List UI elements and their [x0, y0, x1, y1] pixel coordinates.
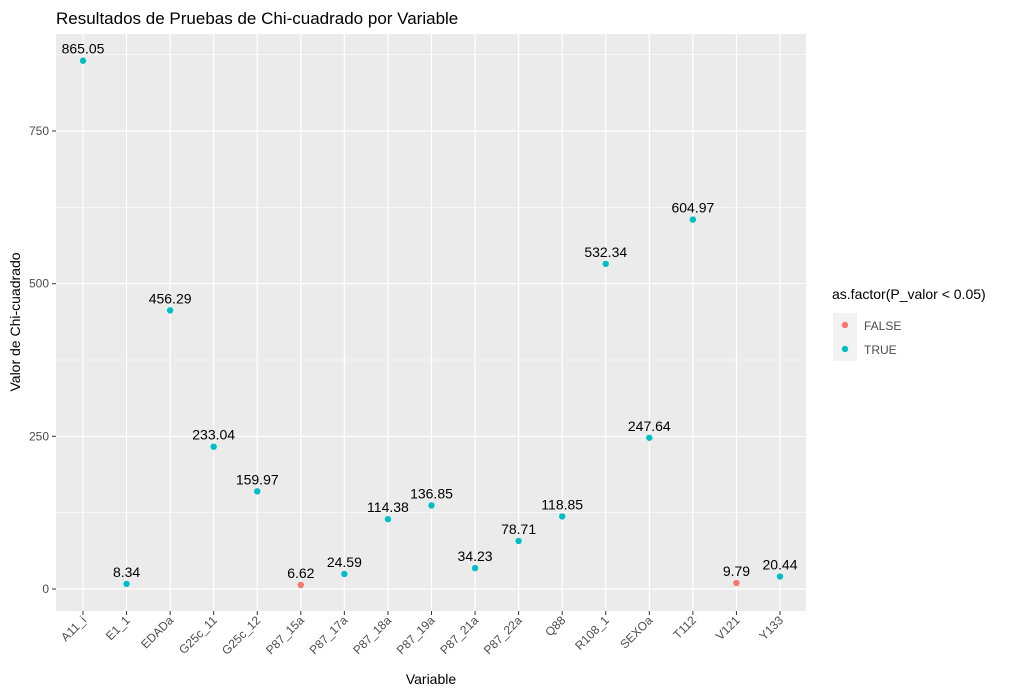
legend-label: FALSE [864, 319, 901, 333]
data-point [471, 564, 479, 572]
x-tick-label: Y133 [756, 613, 786, 643]
data-point [79, 57, 87, 64]
data-point [428, 502, 435, 509]
data-point [733, 579, 740, 587]
y-axis: 0 250 500 750 [29, 124, 56, 596]
x-tick-label: A11_i [58, 613, 89, 644]
data-label: 118.85 [541, 496, 583, 512]
data-label: 24.59 [327, 554, 362, 570]
x-tick-label: P87_19a [394, 613, 438, 657]
data-label: 159.97 [236, 471, 279, 487]
data-point [166, 307, 174, 314]
x-tick-label: SEXOa [617, 613, 655, 651]
x-tick-label: P87_17a [307, 613, 351, 657]
x-tick-label: G25c_11 [176, 613, 220, 657]
legend: as.factor(P_valor < 0.05) FALSE TRUE [832, 286, 986, 361]
y-tick-label: 750 [29, 124, 49, 138]
data-point [384, 515, 392, 523]
x-tick-label: P87_21a [437, 613, 481, 657]
data-point [123, 580, 130, 588]
x-axis: A11_i E1_1 EDADa G25c_11 G25c_12 P87_15a P87_1… [58, 611, 786, 658]
data-label: 247.64 [628, 418, 671, 434]
data-point [297, 581, 305, 589]
x-tick-label: G25c_12 [219, 613, 264, 658]
data-point [558, 513, 566, 520]
data-label: 456.29 [149, 290, 192, 306]
x-tick-label: EDADa [138, 613, 176, 651]
data-point [689, 216, 697, 223]
data-label: 136.85 [410, 485, 453, 501]
x-tick-label: V121 [713, 613, 743, 643]
x-tick-label: R108_1 [572, 613, 612, 653]
x-axis-label: Variable [406, 671, 457, 687]
x-tick-label: P87_15a [263, 613, 307, 657]
legend-title: as.factor(P_valor < 0.05) [832, 286, 986, 302]
data-label: 78.71 [501, 521, 536, 537]
legend-marker [841, 345, 849, 353]
points: 865.05 8.34 456.29 233.04 159.97 6.62 24.59 114… [62, 41, 798, 589]
data-label: 532.34 [584, 244, 627, 260]
chart-title: Resultados de Pruebas de Chi-cuadrado po… [56, 9, 458, 28]
legend-label: TRUE [864, 343, 897, 357]
data-label: 20.44 [762, 557, 797, 573]
y-axis-label: Valor de Chi-cuadrado [7, 252, 23, 391]
legend-marker [841, 321, 849, 329]
y-tick-label: 500 [29, 277, 49, 291]
data-label: 604.97 [671, 200, 714, 216]
data-label: 8.34 [113, 564, 140, 580]
data-point [646, 434, 653, 441]
x-tick-label: E1_1 [103, 613, 133, 643]
x-tick-label: Q88 [542, 613, 568, 639]
data-label: 233.04 [192, 427, 235, 443]
x-tick-label: P87_22a [481, 613, 525, 657]
y-tick-label: 250 [29, 429, 49, 443]
data-point [776, 573, 784, 580]
data-label: 6.62 [287, 565, 314, 581]
data-point [254, 488, 261, 495]
y-tick-label: 0 [42, 582, 49, 596]
data-label: 114.38 [367, 499, 409, 515]
data-label: 865.05 [62, 41, 105, 57]
x-tick-label: P87_18a [350, 613, 394, 657]
data-point [515, 537, 522, 545]
x-tick-label: T112 [670, 613, 699, 642]
data-label: 34.23 [458, 548, 493, 564]
data-label: 9.79 [723, 563, 750, 579]
data-point [602, 260, 609, 268]
data-point [341, 570, 348, 578]
data-point [210, 443, 217, 450]
